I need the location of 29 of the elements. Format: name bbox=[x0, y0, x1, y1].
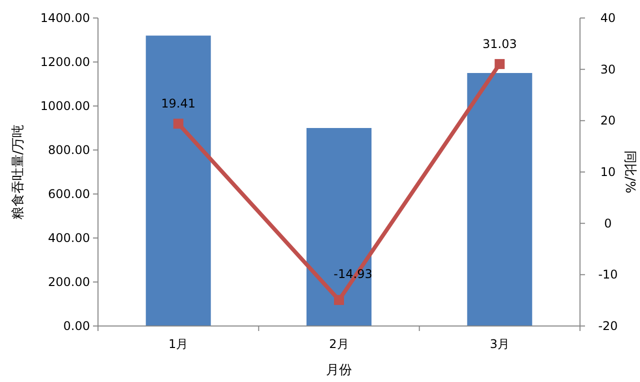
y-tick-label: 800.00 bbox=[48, 143, 90, 157]
y2-tick-label: -20 bbox=[598, 319, 618, 333]
x-tick-label: 3月 bbox=[490, 337, 510, 351]
bar bbox=[306, 128, 372, 326]
y-tick-label: 1200.00 bbox=[40, 55, 90, 69]
y-axis-title: 粮食吞吐量/万吨 bbox=[11, 124, 26, 220]
x-tick-label: 1月 bbox=[168, 337, 188, 351]
y2-tick-label: 0 bbox=[604, 216, 612, 230]
y-tick-label: 0.00 bbox=[63, 319, 90, 333]
y2-axis-title: 同比/% bbox=[622, 150, 637, 194]
data-label: 31.03 bbox=[482, 37, 517, 52]
y2-tick-label: -10 bbox=[598, 268, 618, 282]
y2-tick-label: 10 bbox=[600, 165, 616, 179]
point bbox=[173, 118, 184, 129]
y-tick-label: 600.00 bbox=[48, 187, 90, 201]
y2-tick-label: 40 bbox=[600, 11, 616, 25]
data-label: 19.41 bbox=[161, 96, 196, 111]
y2-tick-label: 30 bbox=[600, 62, 616, 76]
y-tick-label: 1400.00 bbox=[40, 11, 90, 25]
y-tick-label: 200.00 bbox=[48, 275, 90, 289]
x-axis-title: 月份 bbox=[326, 363, 352, 378]
x-tick-label: 2月 bbox=[329, 337, 349, 351]
point bbox=[334, 294, 344, 305]
point bbox=[494, 59, 505, 70]
y2-tick-label: 20 bbox=[600, 114, 616, 128]
y-tick-label: 1000.00 bbox=[40, 99, 90, 113]
bar bbox=[146, 36, 211, 326]
bar bbox=[467, 73, 532, 326]
y-tick-label: 400.00 bbox=[48, 231, 90, 245]
